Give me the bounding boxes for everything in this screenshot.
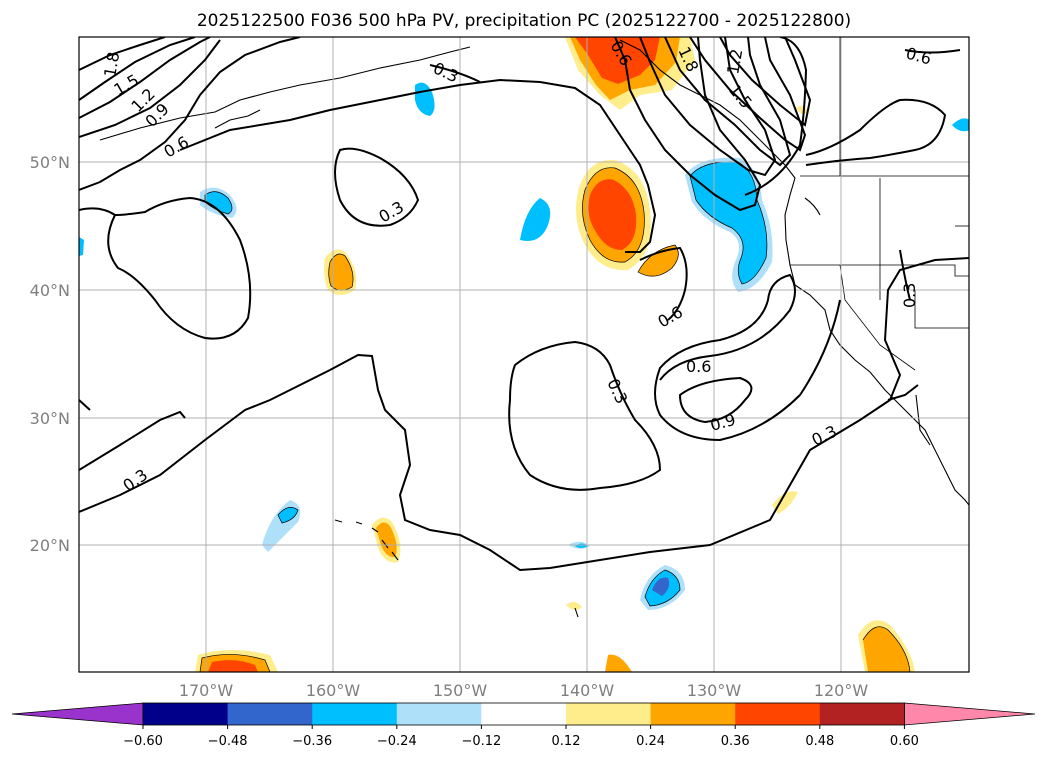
colorbar-tick-label: 0.48 bbox=[805, 734, 834, 749]
precip-negative-area bbox=[79, 237, 84, 256]
contour-label: 0.6 bbox=[686, 357, 711, 376]
lat-label: 40°N bbox=[30, 281, 70, 300]
lon-label: 170°W bbox=[179, 681, 234, 700]
contour-label: 0.3 bbox=[900, 283, 919, 308]
colorbar-segment bbox=[735, 703, 821, 725]
colorbar-tick-label: 0.12 bbox=[552, 734, 581, 749]
colorbar-outline bbox=[142, 702, 905, 726]
precip-negative-area bbox=[520, 198, 551, 241]
lon-label: 140°W bbox=[560, 681, 615, 700]
colorbar-tick-label: −0.12 bbox=[461, 734, 501, 749]
latitude-labels: 50°N 40°N 30°N 20°N bbox=[30, 153, 70, 555]
precip-positive-area bbox=[863, 626, 910, 672]
colorbar-segment bbox=[227, 703, 313, 725]
lat-label: 20°N bbox=[30, 536, 70, 555]
precip-positive-area bbox=[328, 254, 354, 291]
colorbar-segment bbox=[819, 703, 905, 725]
precip-positive-area bbox=[575, 37, 660, 84]
colorbar: −0.60 −0.48 −0.36 −0.24 −0.12 0.12 0.24 0.36 0.4… bbox=[11, 702, 1036, 749]
precip-positive-area bbox=[772, 491, 798, 514]
longitude-labels: 170°W 160°W 150°W 140°W 130°W 120°W bbox=[179, 681, 869, 700]
colorbar-tick-label: 0.60 bbox=[890, 734, 919, 749]
colorbar-segment bbox=[566, 703, 652, 725]
colorbar-tick-label: −0.24 bbox=[377, 734, 417, 749]
lat-label: 50°N bbox=[30, 153, 70, 172]
colorbar-segment bbox=[312, 703, 398, 725]
precip-negative-area bbox=[952, 118, 969, 132]
contour-label: 1.2 bbox=[723, 47, 746, 75]
map-title: 2025122500 F036 500 hPa PV, precipitatio… bbox=[197, 11, 851, 31]
colorbar-segment bbox=[143, 703, 229, 725]
colorbar-segment bbox=[396, 703, 482, 725]
precip-positive-area bbox=[376, 522, 397, 558]
map-panel: 1.8 1.5 1.2 0.9 0.6 0.3 0.3 0.6 1.8 1.2 … bbox=[78, 36, 970, 673]
precip-positive-area bbox=[638, 245, 679, 277]
precip-negative-area bbox=[205, 191, 232, 214]
colorbar-segment bbox=[650, 703, 736, 725]
lon-label: 130°W bbox=[687, 681, 742, 700]
colorbar-tick-label: −0.60 bbox=[123, 734, 163, 749]
precip-positive-area bbox=[208, 660, 258, 672]
precip-shading bbox=[79, 37, 969, 672]
lon-label: 160°W bbox=[306, 681, 361, 700]
colorbar-tick-label: 0.36 bbox=[721, 734, 750, 749]
lon-label: 120°W bbox=[814, 681, 869, 700]
precip-positive-area bbox=[566, 601, 582, 611]
precip-negative-area bbox=[652, 577, 670, 596]
pv-contours bbox=[79, 37, 969, 572]
colorbar-tick-label: 0.24 bbox=[636, 734, 665, 749]
borders bbox=[790, 37, 969, 371]
colorbar-tick-label: −0.48 bbox=[208, 734, 248, 749]
lat-label: 30°N bbox=[30, 409, 70, 428]
colorbar-extend-min bbox=[11, 702, 144, 726]
colorbar-extend-max bbox=[904, 702, 1036, 726]
lon-label: 150°W bbox=[433, 681, 488, 700]
colorbar-tick-label: −0.36 bbox=[292, 734, 332, 749]
precip-negative-area bbox=[278, 507, 298, 523]
colorbar-segment bbox=[481, 703, 567, 725]
precip-positive-area bbox=[588, 179, 637, 250]
precip-negative-area bbox=[690, 161, 767, 284]
precip-positive-area bbox=[605, 654, 632, 672]
contour-label: 1.8 bbox=[100, 50, 123, 78]
